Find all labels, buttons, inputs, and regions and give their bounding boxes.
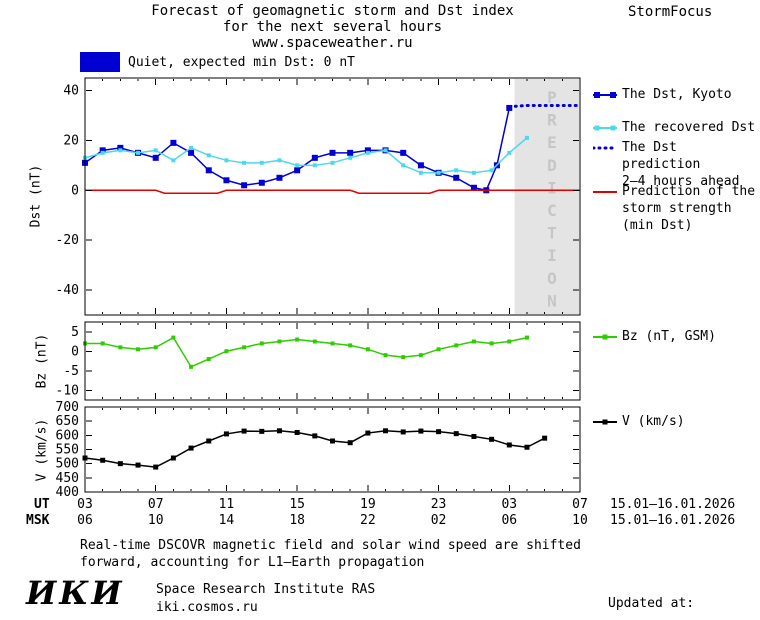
iki-logo: ИКИ	[26, 574, 125, 612]
msk-tick-label: 06	[77, 513, 93, 528]
msk-tick-label: 10	[147, 513, 164, 528]
title-line2: for the next several hours	[222, 19, 443, 35]
recovered-legend-marker-icon	[593, 125, 617, 131]
storm-legend-label-2: storm strength	[622, 201, 732, 216]
storm-legend-marker-icon	[593, 191, 617, 193]
msk-tick-label: 10	[572, 513, 588, 528]
ut-axis-row-label: UT	[34, 497, 50, 512]
storm-legend-label-3: (min Dst)	[622, 218, 693, 233]
updated-label: Updated at:	[608, 596, 695, 611]
msk-tick-label: 22	[360, 513, 376, 528]
prediction-legend-label-1: The Dst prediction	[622, 140, 701, 172]
ut-tick-label: 11	[218, 497, 235, 512]
footnote: Real-time DSCOVR magnetic field and sola…	[80, 537, 581, 571]
footnote-line1: Real-time DSCOVR magnetic field and sola…	[80, 538, 581, 553]
brand-name: StormFocus	[628, 4, 713, 20]
status-color-swatch	[80, 52, 120, 72]
bz-legend-marker-icon	[593, 334, 617, 340]
storm-legend-label-1: Prediction of the	[622, 184, 756, 199]
ut-tick-label: 03	[501, 497, 518, 512]
msk-tick-label: 02	[430, 513, 447, 528]
dst-legend-label: The Dst, Kyoto	[622, 87, 732, 102]
ut-tick-label: 07	[572, 497, 588, 512]
site-url: www.spaceweather.ru	[252, 35, 413, 51]
page-title: Forecast of geomagnetic storm and Dst in…	[85, 3, 580, 51]
v-legend-marker-icon	[593, 419, 617, 425]
title-line1: Forecast of geomagnetic storm and Dst in…	[151, 3, 514, 19]
legend-item-dst: The Dst, Kyoto	[593, 86, 732, 103]
recovered-legend-label: The recovered Dst	[622, 120, 756, 135]
msk-tick-label: 06	[501, 513, 518, 528]
ut-tick-label: 15	[289, 497, 305, 512]
legend-item-v: V (km/s)	[593, 413, 685, 430]
bz-legend-label: Bz (nT, GSM)	[622, 329, 716, 344]
updated-block: Updated at: UT 03:05, 16.01.2026 MSK 06:…	[598, 564, 760, 620]
msk-tick-label: 14	[218, 513, 235, 528]
msk-axis-row-label: MSK	[26, 513, 50, 528]
legend-item-recovered: The recovered Dst	[593, 119, 755, 136]
ut-tick-label: 23	[430, 497, 447, 512]
dst-legend-marker-icon	[593, 92, 617, 98]
status-label: Quiet, expected min Dst: 0 nT	[128, 55, 355, 70]
ut-tick-label: 19	[360, 497, 376, 512]
legend-item-prediction: The Dst prediction 2–4 hours ahead	[593, 139, 760, 190]
msk-tick-label: 18	[289, 513, 305, 528]
ut-tick-label: 07	[147, 497, 164, 512]
legend-item-bz: Bz (nT, GSM)	[593, 328, 716, 345]
institute-site: iki.cosmos.ru	[156, 600, 258, 615]
prediction-legend-marker-icon	[593, 146, 617, 150]
ut-tick-label: 03	[77, 497, 93, 512]
prediction-legend-label-2: 2–4 hours ahead	[622, 174, 740, 189]
v-legend-label: V (km/s)	[622, 414, 685, 429]
institute-name: Space Research Institute RAS	[156, 582, 376, 597]
legend-item-storm: Prediction of the storm strength (min Ds…	[593, 183, 755, 234]
footnote-line2: forward, accounting for L1–Earth propaga…	[80, 555, 425, 570]
msk-date-range: 15.01–16.01.2026	[610, 513, 736, 528]
ut-date-range: 15.01–16.01.2026	[610, 497, 736, 512]
